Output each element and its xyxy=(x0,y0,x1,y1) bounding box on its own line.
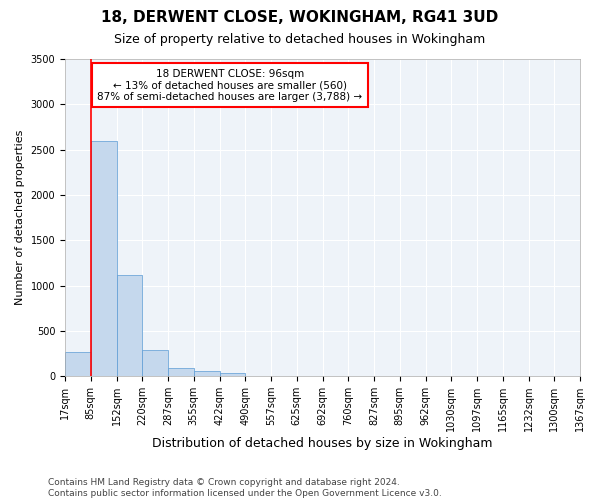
Text: 18 DERWENT CLOSE: 96sqm
← 13% of detached houses are smaller (560)
87% of semi-d: 18 DERWENT CLOSE: 96sqm ← 13% of detache… xyxy=(97,68,362,102)
Bar xyxy=(91,140,116,376)
Y-axis label: Number of detached properties: Number of detached properties xyxy=(15,130,25,306)
Bar xyxy=(194,371,220,376)
Bar xyxy=(65,352,91,376)
Bar xyxy=(220,372,245,376)
X-axis label: Distribution of detached houses by size in Wokingham: Distribution of detached houses by size … xyxy=(152,437,493,450)
Text: Contains HM Land Registry data © Crown copyright and database right 2024.
Contai: Contains HM Land Registry data © Crown c… xyxy=(48,478,442,498)
Bar xyxy=(142,350,168,376)
Text: Size of property relative to detached houses in Wokingham: Size of property relative to detached ho… xyxy=(115,32,485,46)
Bar xyxy=(168,368,194,376)
Bar xyxy=(116,274,142,376)
Text: 18, DERWENT CLOSE, WOKINGHAM, RG41 3UD: 18, DERWENT CLOSE, WOKINGHAM, RG41 3UD xyxy=(101,10,499,25)
